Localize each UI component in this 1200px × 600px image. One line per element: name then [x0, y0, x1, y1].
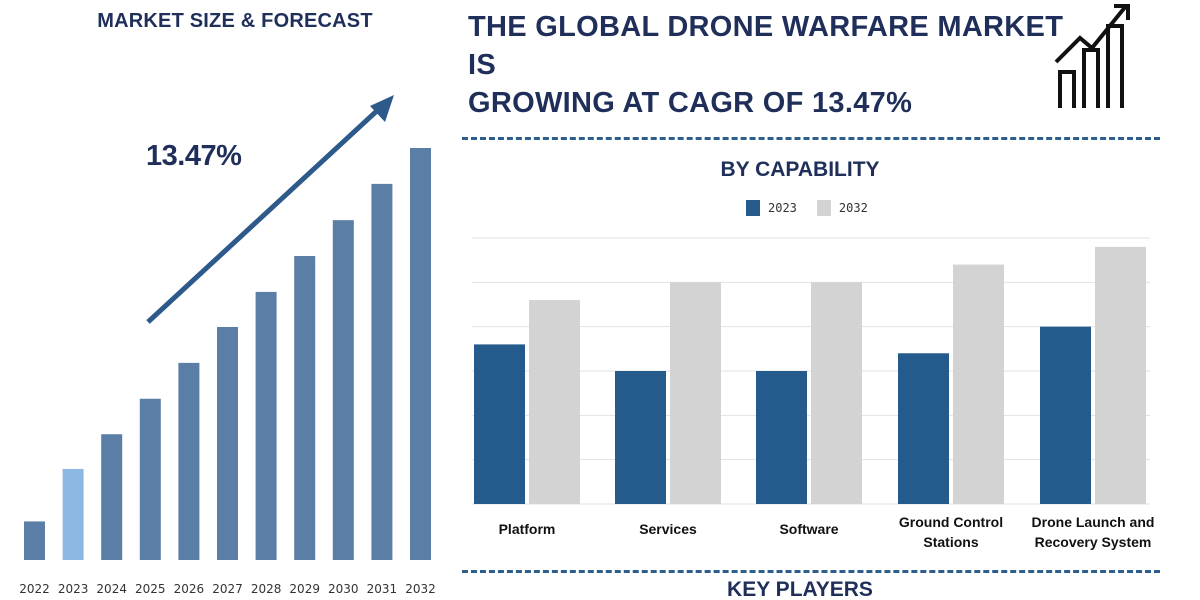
capability-bar-2023-1	[615, 371, 666, 504]
forecast-year-label: 2029	[289, 582, 320, 596]
capability-category-label: Drone Launch and Recovery System	[1013, 512, 1173, 552]
forecast-bar-2028	[255, 291, 277, 560]
capability-bar-2023-3	[898, 353, 949, 504]
forecast-year-label: 2025	[135, 582, 166, 596]
legend-item-2032: 2032	[816, 200, 868, 216]
capability-category-line: Stations	[923, 534, 979, 550]
headline-line-2: GROWING AT CAGR OF 13.47%	[468, 87, 913, 119]
legend-label-2032: 2032	[838, 201, 868, 215]
headline: THE GLOBAL DRONE WARFARE MARKET IS GROWI…	[468, 8, 1068, 122]
cagr-annotation: 13.47%	[146, 140, 242, 172]
capability-category-label: Platform	[447, 519, 607, 539]
capability-bar-2032-4	[1095, 246, 1146, 504]
forecast-bar-2026	[178, 362, 200, 560]
forecast-bar-2029	[294, 256, 316, 560]
forecast-year-label: 2023	[58, 582, 89, 596]
capability-bar-2023-0	[474, 344, 525, 504]
forecast-year-label: 2027	[212, 582, 243, 596]
capability-bar-2023-4	[1040, 326, 1091, 504]
headline-line-1: THE GLOBAL DRONE WARFARE MARKET IS	[468, 11, 1064, 81]
capability-category-line: Drone Launch and	[1031, 514, 1155, 530]
forecast-year-label: 2031	[367, 582, 398, 596]
divider-top	[462, 137, 1160, 140]
legend-item-2023: 2023	[746, 200, 797, 216]
forecast-bar-2023	[62, 468, 84, 560]
legend-swatch-2023	[746, 200, 760, 216]
capability-category-line: Services	[639, 521, 697, 537]
capability-bar-2032-0	[529, 300, 580, 504]
forecast-bar-2027	[217, 326, 238, 560]
capability-bar-2032-2	[811, 282, 862, 504]
forecast-bar-2024	[101, 434, 123, 560]
forecast-year-label: 2030	[328, 582, 359, 596]
divider-bottom	[462, 570, 1160, 573]
capability-category-label: Ground Control Stations	[871, 512, 1031, 552]
capability-category-line: Recovery System	[1034, 534, 1152, 550]
capability-category-line: Platform	[498, 521, 556, 537]
forecast-bar-2032	[410, 148, 431, 560]
growth-chart-icon	[1054, 4, 1130, 108]
forecast-year-label: 2026	[174, 582, 205, 596]
forecast-year-label: 2028	[251, 582, 282, 596]
forecast-bar-2031	[371, 183, 393, 560]
legend-swatch-2032	[816, 200, 831, 216]
capability-category-line: Ground Control	[898, 514, 1004, 530]
legend-label-2023: 2023	[768, 201, 797, 215]
capability-bar-chart	[472, 237, 1150, 505]
market-size-panel: MARKET SIZE & FORECAST 2022 2023 2024 2025 2…	[0, 0, 450, 600]
forecast-bar-chart: 2022 2023 2024 2025 2026 2027 2028 2029 2030 2031…	[19, 95, 436, 596]
forecast-bar-2030	[332, 220, 354, 560]
capability-category-label: Software	[729, 519, 889, 539]
capability-title: BY CAPABILITY	[720, 158, 880, 181]
capability-category-label: Services	[588, 519, 748, 539]
capability-bar-2023-2	[756, 371, 807, 504]
growth-arrow-shaft	[146, 106, 382, 324]
forecast-year-label: 2024	[96, 582, 127, 596]
forecast-bar-2022	[24, 521, 45, 560]
capability-legend: 2023 2032	[746, 200, 868, 216]
key-players-heading: KEY PLAYERS	[727, 578, 873, 600]
forecast-year-label: 2022	[19, 582, 50, 596]
forecast-bar-2025	[139, 398, 161, 560]
capability-bar-2032-3	[953, 264, 1004, 504]
forecast-year-label: 2032	[405, 582, 436, 596]
capability-bar-2032-1	[670, 282, 721, 504]
growth-arrow-head	[370, 95, 394, 122]
capability-category-line: Software	[779, 521, 839, 537]
market-size-title: MARKET SIZE & FORECAST	[97, 10, 373, 32]
